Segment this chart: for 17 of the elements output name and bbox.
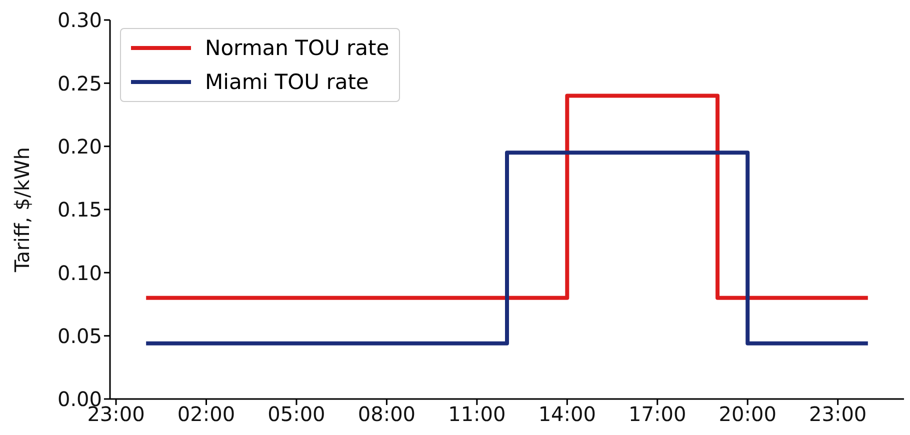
x-tick-label: 08:00 (358, 402, 416, 426)
x-tick-label: 23:00 (809, 402, 867, 426)
y-tick-label: 0.25 (57, 71, 102, 96)
y-tick-label: 0.20 (57, 134, 102, 158)
x-tick-label: 14:00 (538, 402, 596, 426)
x-tick-label: 05:00 (268, 402, 326, 426)
y-tick-label: 0.10 (57, 260, 102, 285)
x-tick-label: 11:00 (448, 402, 506, 426)
y-tick-label: 0.30 (57, 8, 102, 32)
y-tick-label: 0.15 (57, 198, 102, 222)
legend-label: Norman TOU rate (204, 35, 390, 62)
x-tick-label: 20:00 (718, 402, 776, 426)
x-tick-label: 02:00 (177, 402, 236, 426)
y-tick-label: 0.05 (57, 324, 102, 348)
y-axis-title: Tariff, $/kWh (10, 147, 34, 273)
legend-label: Miami TOU rate (204, 69, 370, 96)
x-tick-label: 17:00 (628, 402, 686, 426)
